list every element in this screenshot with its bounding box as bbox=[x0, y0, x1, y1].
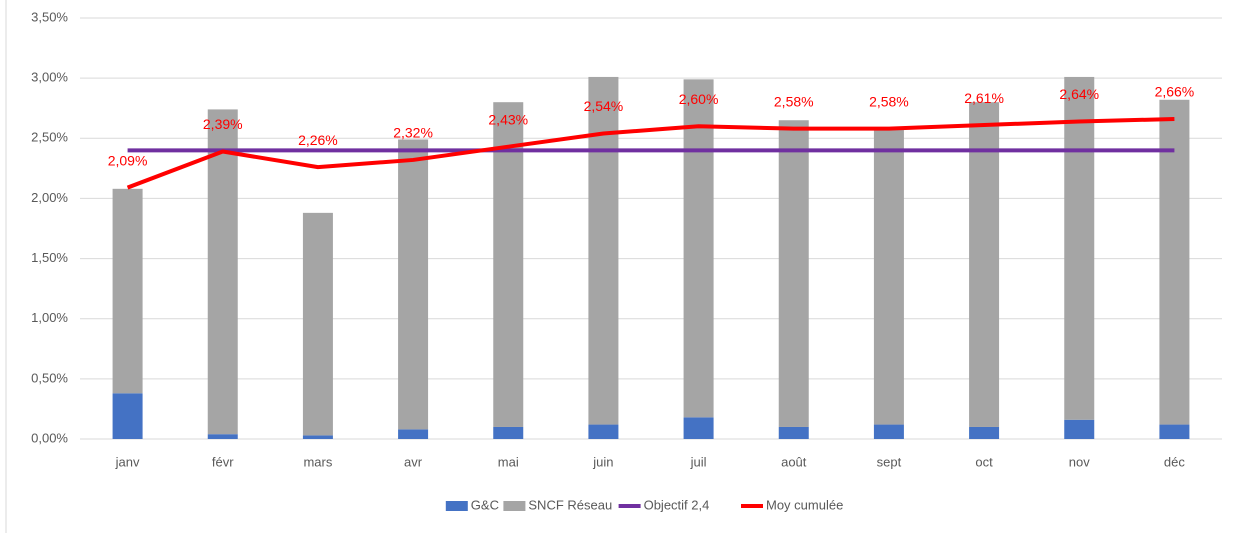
data-label: 2,58% bbox=[774, 93, 814, 109]
x-tick-label: mai bbox=[498, 454, 519, 469]
y-tick-label: 3,00% bbox=[31, 70, 68, 85]
x-tick-label: déc bbox=[1164, 454, 1185, 469]
bar bbox=[302, 212, 333, 436]
x-tick-label: juin bbox=[592, 454, 613, 469]
data-label: 2,66% bbox=[1155, 84, 1195, 100]
data-label: 2,09% bbox=[108, 152, 148, 168]
y-tick-label: 1,00% bbox=[31, 310, 68, 325]
legend-label: SNCF Réseau bbox=[528, 497, 612, 512]
legend-swatch bbox=[503, 501, 526, 511]
y-tick-label: 2,00% bbox=[31, 190, 68, 205]
line bbox=[126, 117, 1175, 190]
y-tick-label: 0,00% bbox=[31, 430, 68, 445]
data-label: 2,39% bbox=[203, 116, 243, 132]
bar bbox=[398, 139, 429, 430]
bar bbox=[398, 429, 429, 439]
x-tick-label: avr bbox=[404, 454, 423, 469]
y-tick-label: 0,50% bbox=[31, 370, 68, 385]
data-label: 2,43% bbox=[488, 111, 528, 127]
y-tick-label: 1,50% bbox=[31, 250, 68, 265]
legend-label: Objectif 2,4 bbox=[644, 497, 710, 512]
bar bbox=[683, 417, 714, 439]
data-label: 2,64% bbox=[1059, 86, 1099, 102]
bar bbox=[969, 426, 1000, 439]
bar bbox=[969, 102, 1000, 427]
legend-label: G&C bbox=[471, 497, 499, 512]
bar bbox=[873, 424, 904, 439]
bar bbox=[302, 435, 333, 439]
data-label: 2,61% bbox=[964, 90, 1004, 106]
bar bbox=[112, 393, 143, 439]
data-label: 2,58% bbox=[869, 93, 909, 109]
bar bbox=[873, 128, 904, 425]
bar bbox=[207, 434, 238, 439]
bar bbox=[1159, 424, 1190, 439]
data-label: 2,60% bbox=[679, 91, 719, 107]
bar bbox=[683, 79, 714, 418]
data-label: 2,32% bbox=[393, 125, 433, 141]
data-label: 2,54% bbox=[584, 98, 624, 114]
bar bbox=[1159, 99, 1190, 425]
x-tick-label: juil bbox=[690, 454, 707, 469]
bar bbox=[112, 188, 143, 394]
x-tick-label: sept bbox=[877, 454, 902, 469]
bar bbox=[493, 102, 524, 427]
x-tick-label: août bbox=[781, 454, 807, 469]
bar bbox=[1064, 419, 1095, 439]
bar bbox=[493, 426, 524, 439]
x-tick-label: janv bbox=[115, 454, 140, 469]
y-tick-label: 2,50% bbox=[31, 130, 68, 145]
x-tick-label: oct bbox=[975, 454, 993, 469]
x-tick-label: févr bbox=[212, 454, 234, 469]
bar bbox=[778, 120, 809, 427]
bar bbox=[207, 109, 238, 435]
bar bbox=[588, 76, 619, 425]
bar bbox=[1064, 76, 1095, 420]
x-tick-label: mars bbox=[303, 454, 332, 469]
data-label: 2,26% bbox=[298, 132, 338, 148]
bar bbox=[588, 424, 619, 439]
legend-swatch bbox=[445, 501, 468, 511]
legend-label: Moy cumulée bbox=[766, 497, 843, 512]
bar bbox=[778, 426, 809, 439]
y-tick-label: 3,50% bbox=[31, 9, 68, 24]
x-tick-label: nov bbox=[1069, 454, 1090, 469]
